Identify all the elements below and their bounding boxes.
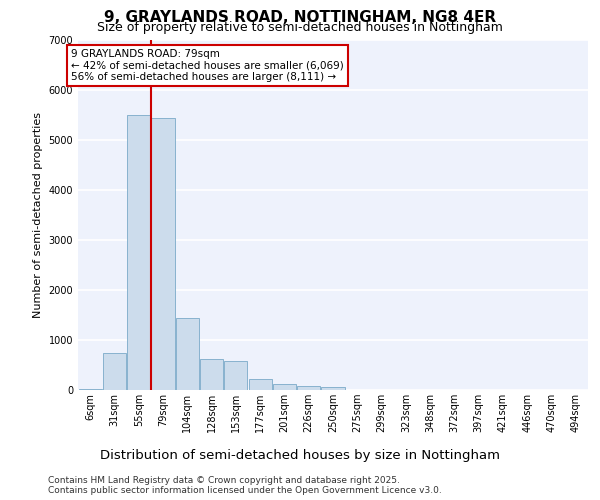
Text: Size of property relative to semi-detached houses in Nottingham: Size of property relative to semi-detach… [97, 21, 503, 34]
Y-axis label: Number of semi-detached properties: Number of semi-detached properties [33, 112, 43, 318]
Bar [224, 361, 247, 390]
Bar [79, 389, 101, 390]
Bar [200, 359, 223, 390]
Bar [273, 384, 296, 390]
Bar [151, 118, 175, 390]
Bar [322, 387, 344, 390]
Text: Distribution of semi-detached houses by size in Nottingham: Distribution of semi-detached houses by … [100, 450, 500, 462]
Text: 9, GRAYLANDS ROAD, NOTTINGHAM, NG8 4ER: 9, GRAYLANDS ROAD, NOTTINGHAM, NG8 4ER [104, 10, 496, 25]
Bar [103, 352, 126, 390]
Bar [176, 318, 199, 390]
Bar [297, 386, 320, 390]
Bar [248, 378, 272, 390]
Text: Contains HM Land Registry data © Crown copyright and database right 2025.
Contai: Contains HM Land Registry data © Crown c… [48, 476, 442, 495]
Bar [127, 115, 150, 390]
Text: 9 GRAYLANDS ROAD: 79sqm
← 42% of semi-detached houses are smaller (6,069)
56% of: 9 GRAYLANDS ROAD: 79sqm ← 42% of semi-de… [71, 49, 343, 82]
